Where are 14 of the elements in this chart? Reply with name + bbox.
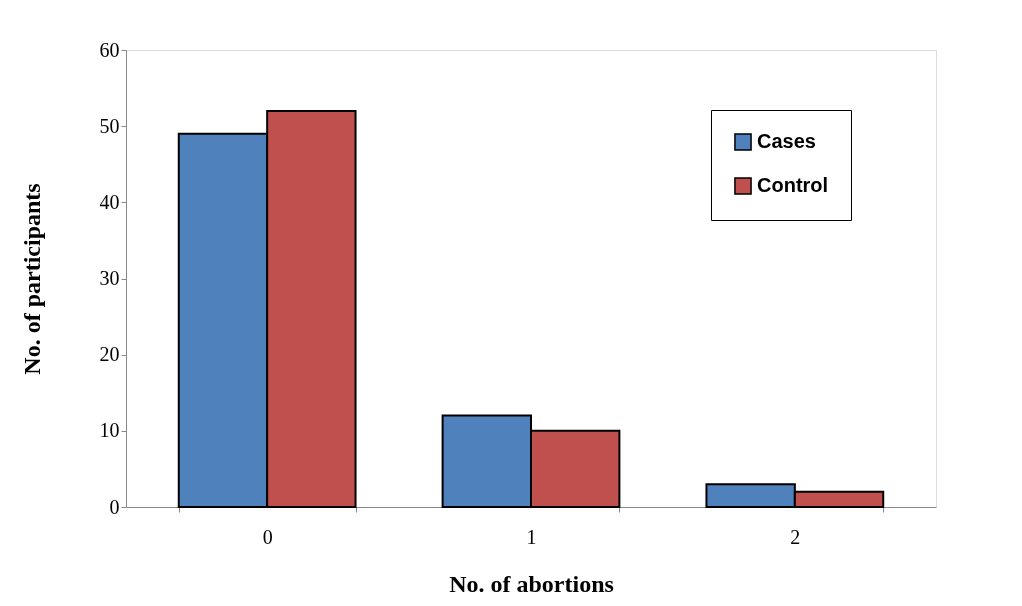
y-tick-label: 10 <box>99 419 120 442</box>
y-tick-label: 0 <box>109 495 120 518</box>
x-tick-label: 2 <box>790 525 801 548</box>
y-tick-label: 60 <box>99 38 120 61</box>
y-tick-label: 30 <box>99 267 120 289</box>
x-tick-label: 0 <box>262 525 273 548</box>
legend-label: Cases <box>757 130 816 152</box>
y-tick-label: 20 <box>99 343 120 366</box>
x-axis-title: No. of abortions <box>449 570 614 597</box>
y-axis-title: No. of participants <box>18 183 45 375</box>
y-tick-label: 40 <box>99 190 120 213</box>
y-tick-label: 50 <box>99 114 120 137</box>
x-tick-label: 1 <box>526 525 537 548</box>
legend-label: Control <box>757 174 829 196</box>
